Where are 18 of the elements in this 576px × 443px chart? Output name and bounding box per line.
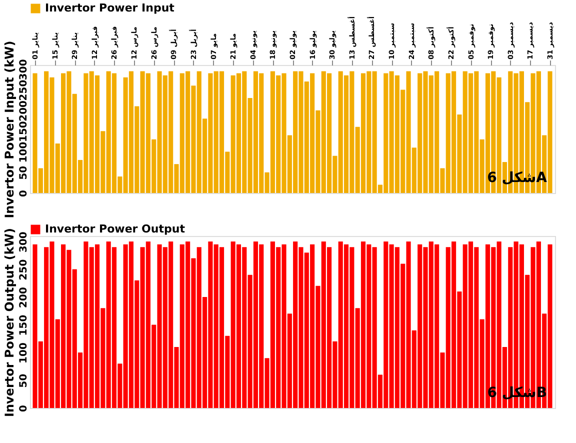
y-tick-label: 50 xyxy=(18,374,30,388)
y-tick-label: 50 xyxy=(18,166,30,180)
y-tick-label: 100 xyxy=(18,142,30,163)
y-tick-label: 100 xyxy=(18,342,30,364)
y-tick-label: 200 xyxy=(18,100,30,122)
legend-label: Invertor Power Output xyxy=(45,222,185,236)
y-tick-label: 250 xyxy=(18,80,30,101)
legend-label: Invertor Power Input xyxy=(45,2,174,14)
y-axis-title: Invertor Power Input (kW) xyxy=(2,40,16,218)
y-tick-label: 300 xyxy=(18,59,30,80)
y-tick-label: 0 xyxy=(18,190,30,197)
y-tick-label: 150 xyxy=(18,314,30,336)
y-axis-title: Invertor Power Output (kW) xyxy=(2,228,16,418)
y-tick-label: 200 xyxy=(18,287,30,308)
y-tick-label: 0 xyxy=(18,404,30,412)
y-tick-label: 300 xyxy=(18,232,30,252)
y-tick-label: 250 xyxy=(18,259,30,280)
y-tick-label: 150 xyxy=(18,121,30,142)
